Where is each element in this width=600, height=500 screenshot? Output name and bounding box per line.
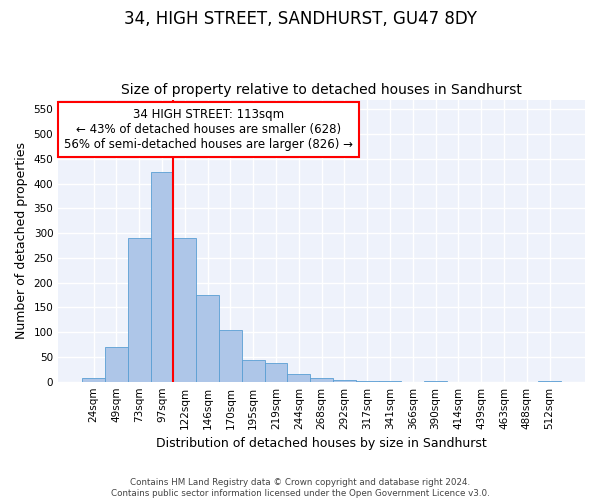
Bar bbox=[424, 380, 447, 382]
Text: 34 HIGH STREET: 113sqm
← 43% of detached houses are smaller (628)
56% of semi-de: 34 HIGH STREET: 113sqm ← 43% of detached… bbox=[64, 108, 353, 151]
Bar bbox=[310, 378, 333, 382]
Bar bbox=[242, 360, 265, 382]
Bar bbox=[82, 378, 105, 382]
X-axis label: Distribution of detached houses by size in Sandhurst: Distribution of detached houses by size … bbox=[156, 437, 487, 450]
Bar bbox=[128, 238, 151, 382]
Bar bbox=[219, 330, 242, 382]
Bar bbox=[151, 172, 173, 382]
Title: Size of property relative to detached houses in Sandhurst: Size of property relative to detached ho… bbox=[121, 83, 522, 97]
Bar bbox=[105, 347, 128, 382]
Bar bbox=[173, 238, 196, 382]
Y-axis label: Number of detached properties: Number of detached properties bbox=[15, 142, 28, 339]
Text: Contains HM Land Registry data © Crown copyright and database right 2024.
Contai: Contains HM Land Registry data © Crown c… bbox=[110, 478, 490, 498]
Bar bbox=[333, 380, 356, 382]
Bar bbox=[196, 295, 219, 382]
Bar bbox=[356, 380, 379, 382]
Text: 34, HIGH STREET, SANDHURST, GU47 8DY: 34, HIGH STREET, SANDHURST, GU47 8DY bbox=[124, 10, 476, 28]
Bar bbox=[538, 380, 561, 382]
Bar bbox=[265, 363, 287, 382]
Bar bbox=[287, 374, 310, 382]
